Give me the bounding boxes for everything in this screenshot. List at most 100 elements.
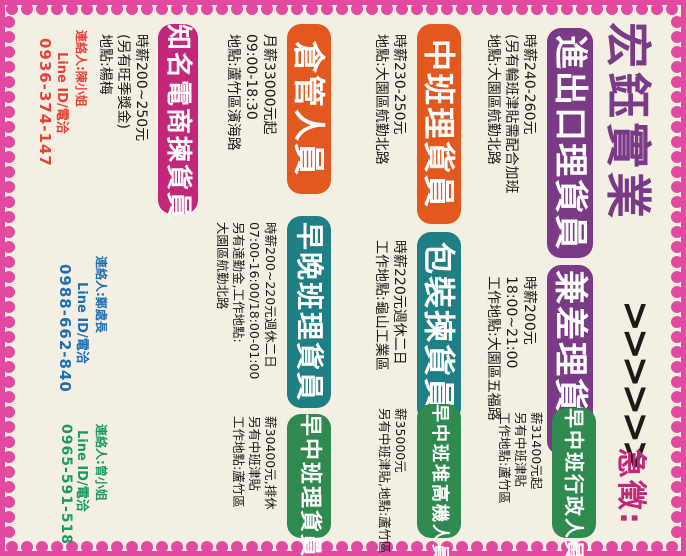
border-dot (276, 3, 288, 15)
border-band (0, 551, 686, 556)
border-dot (671, 376, 683, 388)
border-dot (231, 3, 243, 15)
border-dot (516, 3, 528, 15)
border-dot (3, 346, 15, 358)
border-dot (671, 436, 683, 448)
border-dot (276, 541, 288, 553)
contact-name: 連絡人:陳小姐 (74, 30, 88, 107)
job-title: 倉管人員 (287, 24, 331, 194)
border-dot (66, 3, 78, 15)
border-dot (3, 511, 15, 523)
border-dot (3, 151, 15, 163)
border-dot (3, 136, 15, 148)
border-dot (3, 91, 15, 103)
contact-phone: 0965-591-518 (58, 424, 74, 546)
border-dot (306, 3, 318, 15)
border-dot (471, 3, 483, 15)
border-dot (671, 76, 683, 88)
border-dot (671, 331, 683, 343)
border-dot (671, 511, 683, 523)
border-dot (3, 406, 15, 418)
contact-phone: 0988-662-840 (56, 264, 74, 393)
border-dot (3, 196, 15, 208)
border-dot (126, 3, 138, 15)
border-dot (591, 541, 603, 553)
border-dot (426, 3, 438, 15)
border-dot (186, 541, 198, 553)
border-dot (501, 541, 513, 553)
border-dot (671, 31, 683, 43)
border-dot (201, 3, 213, 15)
border-dot (51, 3, 63, 15)
border-dot (671, 226, 683, 238)
border-dot (671, 211, 683, 223)
border-dot (671, 256, 683, 268)
border-dot (186, 3, 198, 15)
arrows: >>>>>> (614, 300, 658, 468)
border-dot (111, 541, 123, 553)
border-dot (66, 541, 78, 553)
contact-name: 連絡人:曾小姐 (94, 424, 108, 501)
border-dot (671, 421, 683, 433)
border-dot (3, 61, 15, 73)
border-dot (671, 346, 683, 358)
border-dot (411, 541, 423, 553)
border-dot (321, 3, 333, 15)
job-title: 早中班行政人員 (552, 408, 596, 556)
border-dot (336, 541, 348, 553)
border-dot (246, 541, 258, 553)
border-dot (351, 541, 363, 553)
border-dot (3, 31, 15, 43)
border-dot (3, 481, 15, 493)
job-line: 薪35000元 (393, 408, 408, 473)
border-dot (6, 3, 18, 15)
border-dot (111, 3, 123, 15)
border-dot (396, 541, 408, 553)
contact-block-zeng: 連絡人:曾小姐 Line ID/電洽 0965-591-518 (58, 424, 110, 554)
border-dot (321, 541, 333, 553)
border-dot (671, 181, 683, 193)
border-dot (3, 106, 15, 118)
border-dot (36, 541, 48, 553)
border-dot (156, 541, 168, 553)
border-dot (471, 541, 483, 553)
border-dot (141, 541, 153, 553)
job-title: 早晚班理貨員 (287, 216, 331, 408)
border-dot (576, 3, 588, 15)
border-dot (671, 406, 683, 418)
job-line: 另有達勤金,工作地點: (231, 222, 246, 343)
job-title: 中班理貨員 (417, 24, 461, 224)
border-dot (441, 3, 453, 15)
job-title: 早中班理貨員 (287, 414, 331, 556)
job-line: 薪31400元起 (529, 412, 544, 490)
border-dot (411, 3, 423, 15)
border-dot (3, 16, 15, 28)
contact-block-zheng: 連絡人:鄭處長 Line ID/電洽 0988-662-840 (56, 256, 110, 436)
border-dot (3, 331, 15, 343)
border-dot (3, 226, 15, 238)
border-dot (3, 301, 15, 313)
border-dot (3, 286, 15, 298)
border-dot (336, 3, 348, 15)
contact-line-id: Line ID/電洽 (74, 430, 89, 512)
border-dot (3, 166, 15, 178)
border-dot (671, 481, 683, 493)
job-line: 另有中班津貼,地點:蘆竹區 (377, 408, 392, 554)
border-dot (381, 3, 393, 15)
border-dot (36, 3, 48, 15)
border-dot (671, 391, 683, 403)
job-title: 早中班堆高機人員 (417, 404, 461, 556)
border-dot (366, 541, 378, 553)
border-dot (21, 3, 33, 15)
border-dot (671, 451, 683, 463)
border-dot (156, 3, 168, 15)
border-dot (201, 541, 213, 553)
job-line: 另有中班津貼 (247, 416, 262, 492)
border-dot (671, 166, 683, 178)
job-line: 大園區航勤北路 (215, 222, 230, 310)
border-dot (3, 46, 15, 58)
border-dot (666, 3, 678, 15)
border-dot (6, 541, 18, 553)
